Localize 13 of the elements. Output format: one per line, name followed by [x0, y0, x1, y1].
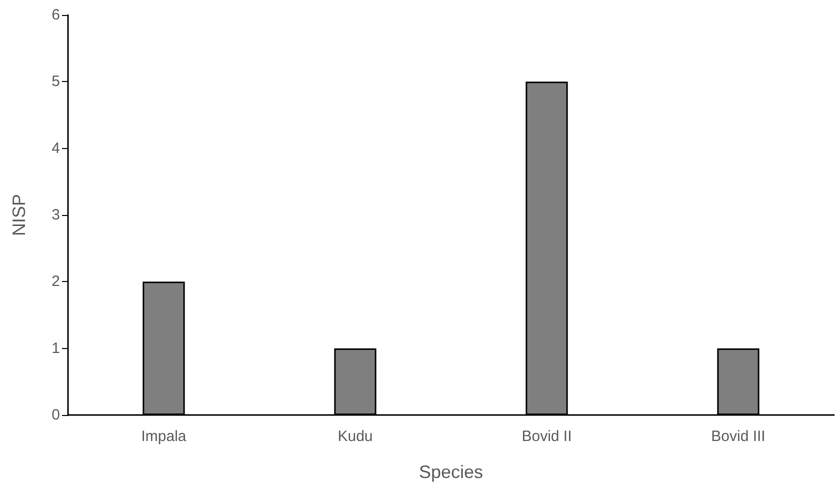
- y-tick-label: 6: [52, 6, 60, 24]
- y-tick-label: 0: [52, 406, 60, 424]
- y-tick-label: 5: [52, 73, 60, 90]
- y-tick-label: 4: [52, 140, 60, 157]
- x-tick-label: Impala: [141, 428, 187, 445]
- y-tick-label: 1: [52, 340, 60, 357]
- x-axis-title: Species: [418, 462, 484, 482]
- y-axis-title: NISP: [9, 194, 29, 236]
- x-tick-label: Kudu: [338, 428, 373, 445]
- y-tick-label: 3: [52, 206, 60, 224]
- x-tick-label: Bovid III: [711, 428, 766, 445]
- y-tick-label: 2: [52, 273, 60, 290]
- x-tick-label: Bovid II: [522, 428, 572, 445]
